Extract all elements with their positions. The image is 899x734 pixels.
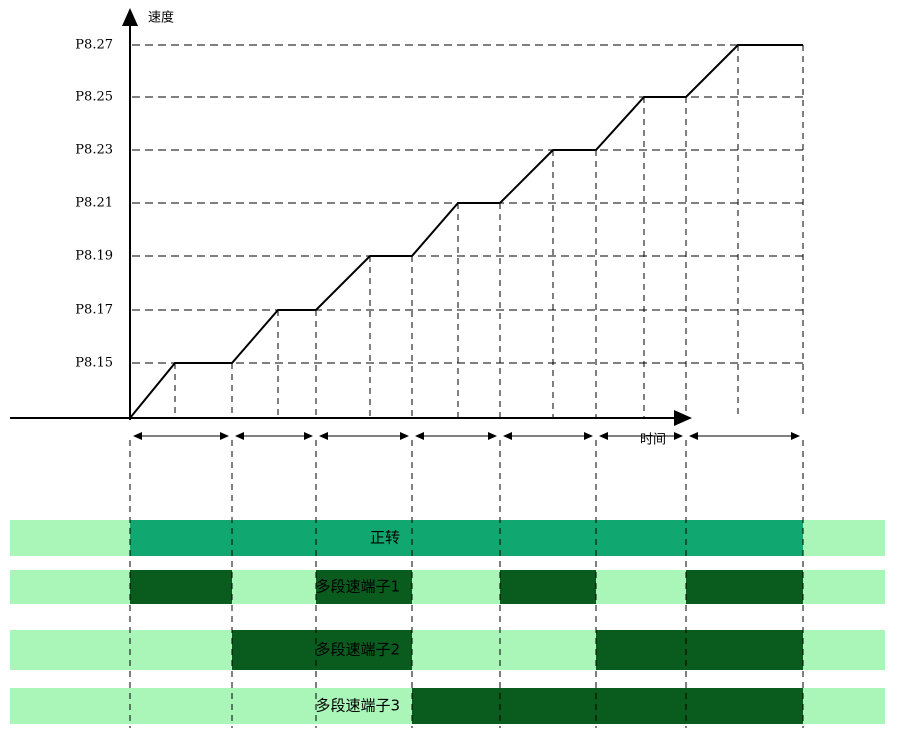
drawing: P8.27 P8.25 P8.23 P8.21 P8.19 P8.17 P8.15 正转多段速… — [10, 38, 885, 728]
signal-pulse — [686, 570, 803, 604]
signal-pulse — [596, 688, 686, 724]
time-axis-label: 时间 — [640, 433, 666, 448]
signal-label: 多段速端子1 — [315, 578, 400, 596]
level-label: P8.25 — [75, 90, 113, 105]
signal-label: 多段速端子2 — [315, 641, 400, 659]
level-label: P8.23 — [75, 143, 113, 158]
signal-pulse — [232, 630, 316, 670]
signal-pulse — [686, 520, 803, 556]
signal-pulse — [130, 570, 232, 604]
level-label: P8.15 — [75, 356, 113, 371]
level-label: P8.21 — [75, 196, 113, 211]
signal-pulse — [686, 688, 803, 724]
signal-pulse — [500, 688, 596, 724]
level-label: P8.19 — [75, 249, 113, 264]
signal-pulse — [412, 520, 500, 556]
signal-pulse — [316, 520, 412, 556]
signal-pulse — [232, 520, 316, 556]
level-label: P8.17 — [75, 303, 113, 318]
signal-pulse — [316, 570, 412, 604]
signal-pulse — [130, 520, 232, 556]
speed-profile — [129, 44, 803, 419]
speed-axis-label: 速度 — [148, 10, 174, 26]
signal-pulse — [596, 630, 686, 670]
level-label: P8.27 — [75, 38, 113, 53]
signal-pulse — [316, 630, 412, 670]
signal-pulse — [596, 520, 686, 556]
signal-pulse — [412, 688, 500, 724]
signal-pulse — [500, 570, 596, 604]
signal-pulse — [500, 520, 596, 556]
signal-label: 正转 — [370, 529, 400, 547]
signal-pulse — [686, 630, 803, 670]
signal-label: 多段速端子3 — [315, 697, 400, 715]
